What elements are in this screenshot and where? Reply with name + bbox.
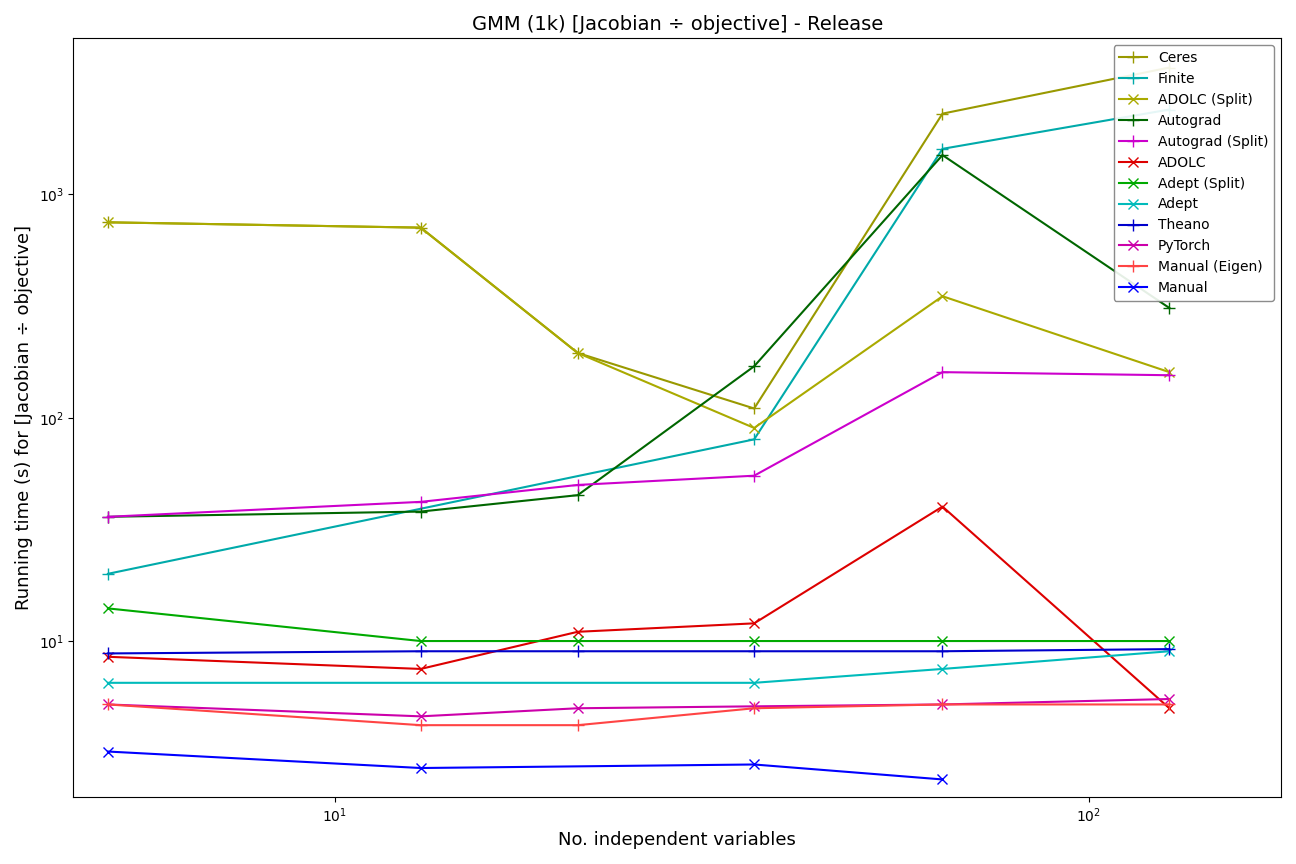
Finite bbox=[934, 143, 950, 154]
ADOLC (Split) bbox=[100, 217, 115, 227]
PyTorch bbox=[746, 702, 762, 712]
Autograd bbox=[934, 150, 950, 161]
ADOLC bbox=[746, 618, 762, 628]
ADOLC (Split) bbox=[413, 222, 429, 232]
Adept (Split) bbox=[934, 636, 950, 646]
Legend: Ceres, Finite, ADOLC (Split), Autograd, Autograd (Split), ADOLC, Adept (Split), : Ceres, Finite, ADOLC (Split), Autograd, … bbox=[1113, 45, 1274, 301]
Line: ADOLC (Split): ADOLC (Split) bbox=[104, 218, 1174, 433]
Adept bbox=[100, 677, 115, 688]
Adept bbox=[1161, 646, 1177, 657]
Ceres bbox=[570, 348, 586, 359]
Manual (Eigen) bbox=[1161, 699, 1177, 709]
Autograd (Split) bbox=[413, 497, 429, 507]
PyTorch bbox=[100, 699, 115, 709]
Ceres bbox=[1161, 62, 1177, 73]
Adept (Split) bbox=[413, 636, 429, 646]
Line: Adept: Adept bbox=[104, 646, 1174, 688]
Adept (Split) bbox=[100, 603, 115, 613]
ADOLC (Split) bbox=[934, 291, 950, 302]
Ceres bbox=[746, 403, 762, 414]
Autograd (Split) bbox=[746, 471, 762, 481]
Line: Manual: Manual bbox=[104, 746, 947, 785]
ADOLC bbox=[413, 664, 429, 674]
Line: Autograd (Split): Autograd (Split) bbox=[101, 365, 1175, 523]
Autograd (Split) bbox=[1161, 370, 1177, 380]
ADOLC (Split) bbox=[746, 422, 762, 433]
Finite bbox=[100, 569, 115, 579]
Manual (Eigen) bbox=[100, 699, 115, 709]
PyTorch bbox=[1161, 694, 1177, 704]
Theano bbox=[1161, 644, 1177, 654]
Y-axis label: Running time (s) for [Jacobian ÷ objective]: Running time (s) for [Jacobian ÷ objecti… bbox=[16, 226, 32, 610]
Autograd bbox=[100, 511, 115, 522]
Line: Theano: Theano bbox=[101, 643, 1175, 660]
Adept (Split) bbox=[570, 636, 586, 646]
PyTorch bbox=[413, 711, 429, 721]
ADOLC (Split) bbox=[570, 348, 586, 359]
Theano bbox=[934, 646, 950, 657]
Finite bbox=[1161, 105, 1177, 115]
Theano bbox=[413, 646, 429, 657]
Manual bbox=[934, 774, 950, 785]
Adept bbox=[934, 664, 950, 674]
ADOLC (Split) bbox=[1161, 367, 1177, 378]
Manual (Eigen) bbox=[934, 699, 950, 709]
X-axis label: No. independent variables: No. independent variables bbox=[559, 831, 796, 849]
Adept bbox=[746, 677, 762, 688]
Manual (Eigen) bbox=[413, 720, 429, 730]
Manual (Eigen) bbox=[746, 703, 762, 714]
Line: Ceres: Ceres bbox=[101, 61, 1175, 415]
Autograd (Split) bbox=[100, 511, 115, 522]
Line: ADOLC: ADOLC bbox=[104, 502, 1174, 713]
Autograd bbox=[1161, 302, 1177, 313]
Manual bbox=[746, 759, 762, 770]
Autograd bbox=[746, 361, 762, 372]
Manual (Eigen) bbox=[570, 720, 586, 730]
Autograd bbox=[413, 506, 429, 517]
Autograd (Split) bbox=[570, 480, 586, 490]
Autograd (Split) bbox=[934, 367, 950, 378]
Ceres bbox=[934, 109, 950, 119]
ADOLC bbox=[100, 651, 115, 662]
Autograd bbox=[570, 490, 586, 500]
Line: Manual (Eigen): Manual (Eigen) bbox=[101, 698, 1175, 732]
ADOLC bbox=[934, 501, 950, 511]
ADOLC bbox=[570, 626, 586, 637]
Ceres bbox=[100, 217, 115, 227]
ADOLC bbox=[1161, 703, 1177, 714]
PyTorch bbox=[934, 699, 950, 709]
Finite bbox=[746, 435, 762, 445]
Manual bbox=[413, 763, 429, 773]
Line: Autograd: Autograd bbox=[101, 149, 1175, 523]
Line: Finite: Finite bbox=[101, 104, 1175, 580]
Adept (Split) bbox=[746, 636, 762, 646]
Line: PyTorch: PyTorch bbox=[104, 694, 1174, 721]
Ceres bbox=[413, 222, 429, 232]
Theano bbox=[570, 646, 586, 657]
Title: GMM (1k) [Jacobian ÷ objective] - Release: GMM (1k) [Jacobian ÷ objective] - Releas… bbox=[472, 15, 883, 34]
Theano bbox=[100, 648, 115, 658]
PyTorch bbox=[570, 703, 586, 714]
Adept (Split) bbox=[1161, 636, 1177, 646]
Theano bbox=[746, 646, 762, 657]
Manual bbox=[100, 746, 115, 757]
Line: Adept (Split): Adept (Split) bbox=[104, 604, 1174, 646]
